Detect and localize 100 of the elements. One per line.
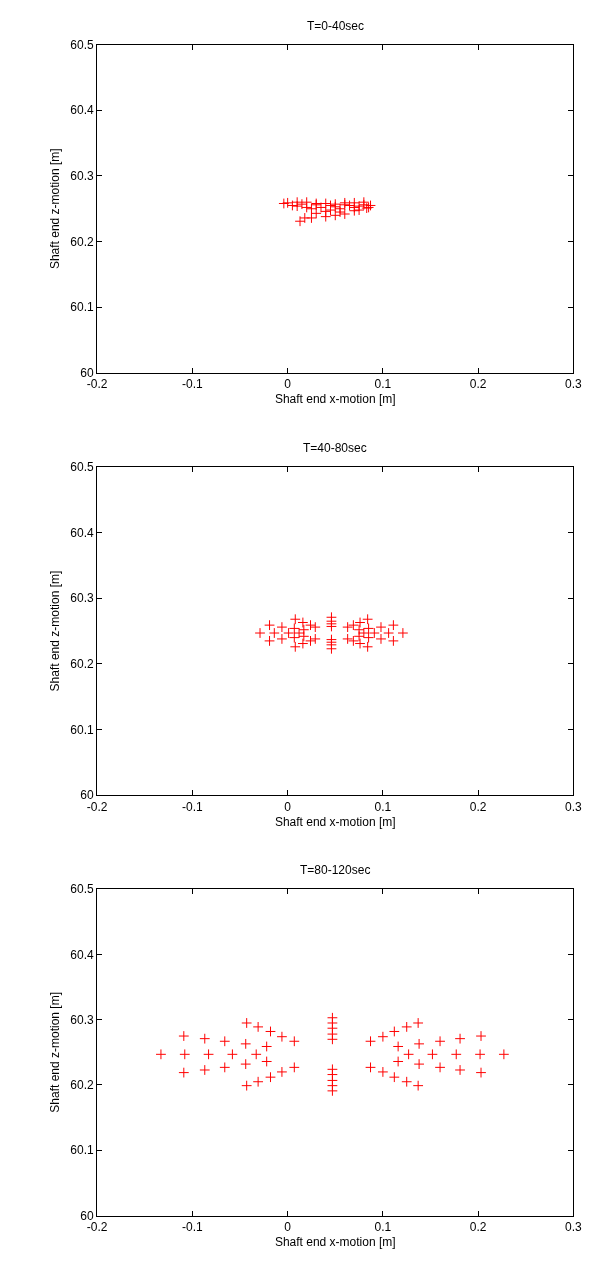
point xyxy=(265,1026,276,1037)
x-tick-label: 0.3 xyxy=(565,377,583,392)
x-tick-label: 0 xyxy=(284,377,292,392)
point xyxy=(434,1061,446,1073)
point xyxy=(252,1021,264,1033)
x-tick-label: -0.1 xyxy=(182,799,204,814)
point xyxy=(178,1067,190,1078)
x-tick-label: 0.1 xyxy=(374,1219,392,1234)
point xyxy=(203,1048,214,1060)
point xyxy=(388,1071,400,1083)
y-tick-label: 60.5 xyxy=(70,882,95,897)
point xyxy=(434,1035,446,1047)
y-tick-label: 60.1 xyxy=(70,1143,95,1158)
y-tick-label: 60.3 xyxy=(70,169,95,184)
x-tick-label: -0.2 xyxy=(86,377,108,392)
point xyxy=(276,1066,288,1078)
x-axis-title: Shaft end x-motion [m] xyxy=(274,392,396,407)
point xyxy=(179,1048,191,1060)
point xyxy=(354,617,366,628)
y-tick-label: 60.2 xyxy=(70,657,95,672)
x-tick-label: 0 xyxy=(284,799,292,814)
point xyxy=(342,621,354,633)
point xyxy=(227,1048,238,1060)
y-tick-label: 60.2 xyxy=(70,234,95,249)
point xyxy=(199,1064,211,1076)
x-axis-title: Shaft end x-motion [m] xyxy=(274,814,396,829)
point xyxy=(498,1048,510,1060)
point xyxy=(388,1026,400,1037)
point xyxy=(219,1061,231,1073)
point xyxy=(377,1031,389,1043)
point xyxy=(412,1080,424,1092)
point xyxy=(365,1035,376,1047)
point xyxy=(353,630,365,642)
point xyxy=(387,619,399,631)
point xyxy=(291,200,303,212)
point xyxy=(327,1063,338,1075)
point xyxy=(392,1056,404,1067)
y-tick-label: 60.4 xyxy=(70,947,95,962)
point xyxy=(264,635,275,647)
x-tick-label: -0.1 xyxy=(182,1219,204,1234)
point xyxy=(427,1048,438,1060)
point xyxy=(241,1017,253,1029)
point xyxy=(454,1064,466,1076)
point xyxy=(241,1080,253,1092)
point xyxy=(327,1033,338,1045)
x-tick-label: 0.2 xyxy=(469,799,487,814)
point xyxy=(240,1058,252,1070)
point xyxy=(474,1048,486,1060)
point xyxy=(401,1076,413,1088)
point xyxy=(288,1035,300,1047)
point xyxy=(403,1048,415,1060)
point xyxy=(401,1021,413,1033)
point xyxy=(261,1056,273,1067)
y-tick-label: 60.4 xyxy=(70,103,95,118)
y-tick-label: 60.4 xyxy=(70,525,95,540)
point xyxy=(289,613,301,625)
point xyxy=(450,1048,462,1060)
y-axis-title: Shaft end z-motion [m] xyxy=(47,991,62,1113)
point xyxy=(413,1058,425,1070)
point xyxy=(377,1066,389,1078)
point xyxy=(261,1041,273,1052)
y-tick-label: 60.2 xyxy=(70,1078,95,1093)
x-tick-label: 0 xyxy=(284,1219,292,1234)
x-tick-label: -0.1 xyxy=(182,377,204,392)
y-tick-label: 60.5 xyxy=(70,37,95,52)
point xyxy=(219,1035,231,1047)
point xyxy=(299,212,311,224)
x-tick-label: 0.1 xyxy=(374,377,392,392)
point xyxy=(297,638,309,649)
point xyxy=(342,633,354,645)
point xyxy=(397,627,409,639)
point xyxy=(278,198,290,209)
x-tick-label: 0.3 xyxy=(565,1219,583,1234)
chart-title: T=0-40sec xyxy=(307,19,365,33)
point xyxy=(252,1076,264,1088)
point xyxy=(475,1067,487,1078)
point xyxy=(392,1041,404,1052)
x-tick-label: 0.1 xyxy=(374,799,392,814)
point xyxy=(276,1031,288,1043)
point xyxy=(199,1033,211,1045)
point xyxy=(288,1061,300,1073)
point xyxy=(297,617,309,628)
y-tick-label: 60.3 xyxy=(70,1012,95,1027)
x-axis-title: Shaft end x-motion [m] xyxy=(274,1234,396,1249)
point xyxy=(362,613,374,625)
x-tick-label: 0.2 xyxy=(469,1219,487,1234)
point xyxy=(294,215,306,227)
point xyxy=(454,1033,466,1045)
point xyxy=(155,1048,167,1060)
chart-title: T=40-80sec xyxy=(303,441,367,455)
x-tick-label: 0.2 xyxy=(469,377,487,392)
point xyxy=(265,1071,276,1083)
x-tick-label: 0.3 xyxy=(565,799,583,814)
chart-title: T=80-120sec xyxy=(300,863,371,877)
y-tick-label: 60.1 xyxy=(70,300,95,315)
y-axis-title: Shaft end z-motion [m] xyxy=(47,148,62,270)
y-tick-label: 60.3 xyxy=(70,591,95,606)
point xyxy=(240,1038,252,1050)
point xyxy=(413,1038,425,1050)
y-tick-label: 60.5 xyxy=(70,460,95,475)
